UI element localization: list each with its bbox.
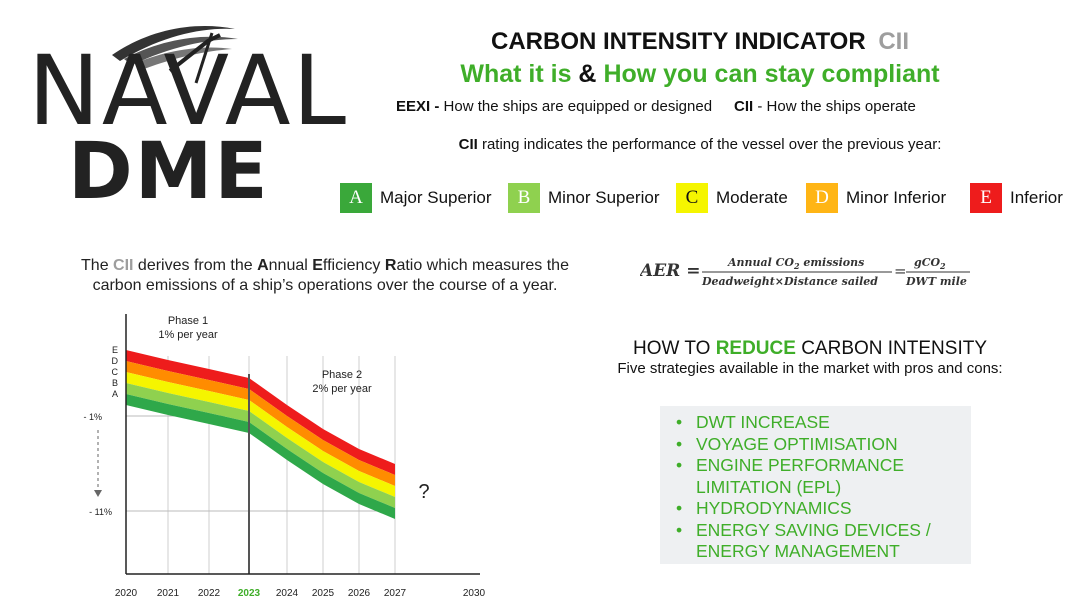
rating-legend: A Major Superior B Minor Superior C Mode… — [340, 182, 1080, 214]
rating-box-e: E — [970, 183, 1002, 213]
derive-text-3: nnual — [268, 257, 313, 274]
rating-item-e: E Inferior — [970, 182, 1063, 214]
formula-denominator: Deadweight×Distance sailed — [701, 275, 878, 288]
eexi-term: EEXI - — [396, 98, 440, 115]
reduce-title-1: HOW TO — [632, 338, 716, 359]
page-subtitle: What it is & How you can stay compliant — [340, 60, 1060, 89]
derive-line-2: carbon emissions of a ship’s operations … — [92, 277, 558, 294]
derive-r: R — [384, 257, 397, 274]
rating-box-c: C — [676, 183, 708, 213]
derive-cii: CII — [113, 257, 134, 274]
formula-equals: = — [894, 262, 907, 280]
cii-derivation-text: The CII derives from the Annual Efficien… — [40, 256, 610, 296]
band-letter-a: A — [112, 389, 118, 399]
derive-a: A — [257, 257, 269, 274]
band-e — [126, 350, 395, 475]
rating-item-d: D Minor Inferior — [806, 182, 946, 214]
derive-text-1: The — [81, 257, 114, 274]
reduce-subtitle: Five strategies available in the market … — [617, 360, 1003, 377]
y-tick-label: - 1% — [83, 412, 102, 422]
x-tick-label: 2025 — [312, 588, 335, 599]
phase2-rate: 2% per year — [312, 383, 372, 395]
rating-box-b: B — [508, 183, 540, 213]
x-tick-label: 2024 — [276, 588, 299, 599]
y-tick-label: - 11% — [89, 507, 112, 517]
subtitle-part-2: How you can stay compliant — [603, 60, 940, 88]
x-tick-label: 2022 — [198, 588, 221, 599]
band-b — [126, 383, 395, 508]
subtitle-amp: & — [578, 60, 597, 88]
derive-text-5: atio which measures the — [396, 257, 569, 274]
formula-numerator: Annual CO2 emissions — [727, 256, 864, 271]
band-letter-c: C — [112, 367, 119, 377]
reduce-title-2: CARBON INTENSITY — [795, 338, 987, 359]
definitions-line: EEXI - How the ships are equipped or des… — [396, 98, 916, 115]
x-tick-label: 2027 — [384, 588, 407, 599]
x-tick-label: 2023 — [238, 588, 261, 599]
rating-desc: rating indicates the performance of the … — [477, 136, 942, 153]
formula-lhs: AER = — [640, 261, 700, 281]
x-tick-label: 2021 — [157, 588, 180, 599]
page-title: CARBON INTENSITY INDICATOR CII — [340, 28, 1060, 56]
phase1-rate: 1% per year — [158, 329, 218, 341]
band-a — [126, 394, 395, 519]
rating-term: CII — [458, 136, 478, 153]
phase1-title: Phase 1 — [168, 315, 208, 327]
list-item: HYDRODYNAMICS — [670, 498, 963, 520]
rating-item-a: A Major Superior — [340, 182, 492, 214]
reduce-title-green: REDUCE — [715, 338, 796, 359]
rating-box-d: D — [806, 183, 838, 213]
rating-label-c: Moderate — [716, 188, 788, 207]
derive-text-2: derives from the — [133, 257, 258, 274]
eexi-desc: How the ships are equipped or designed — [439, 98, 713, 115]
strategies-box: DWT INCREASE VOYAGE OPTIMISATION ENGINE … — [660, 406, 971, 564]
band-letter-b: B — [112, 378, 118, 388]
strategies-list: DWT INCREASE VOYAGE OPTIMISATION ENGINE … — [670, 412, 963, 563]
phase2-title: Phase 2 — [322, 369, 362, 381]
logo-text-naval: NAVAL — [28, 35, 349, 147]
aer-formula: AER = Annual CO2 emissions Deadweight×Di… — [638, 252, 980, 292]
derive-e: E — [312, 257, 323, 274]
cii-desc: - How the ships operate — [753, 98, 916, 115]
logo: NAVAL DME — [20, 15, 346, 217]
reduce-title: HOW TO REDUCE CARBON INTENSITY — [560, 338, 1060, 360]
rating-box-a: A — [340, 183, 372, 213]
band-c — [126, 372, 395, 497]
x-tick-label: 2026 — [348, 588, 371, 599]
band-d — [126, 361, 395, 486]
ship-wave-icon — [112, 26, 238, 84]
band-letter-e: E — [112, 345, 118, 355]
derive-text-4: fficiency — [322, 257, 385, 274]
rating-label-a: Major Superior — [380, 188, 492, 207]
rating-label-e: Inferior — [1010, 188, 1063, 207]
list-item: DWT INCREASE — [670, 412, 963, 434]
list-item: ENGINE PERFORMANCE LIMITATION (EPL) — [670, 455, 963, 498]
rating-label-d: Minor Inferior — [846, 188, 947, 207]
logo-text-dme: DME — [68, 127, 270, 217]
x-tick-label: 2030 — [463, 588, 486, 599]
formula-ratio-denominator: DWT mile — [905, 275, 967, 288]
down-arrow-icon — [94, 490, 102, 497]
subtitle-part-1: What it is — [460, 60, 572, 88]
formula-ratio-numerator: gCO2 — [914, 256, 946, 271]
rating-item-b: B Minor Superior — [508, 182, 660, 214]
list-item: ENERGY SAVING DEVICES / ENERGY MANAGEMEN… — [670, 520, 963, 563]
x-tick-label: 2020 — [115, 588, 138, 599]
cii-term: CII — [734, 98, 754, 115]
band-letter-d: D — [112, 356, 119, 366]
title-abbr: CII — [878, 28, 910, 55]
rating-label-b: Minor Superior — [548, 188, 660, 207]
rating-note: CII rating indicates the performance of … — [340, 136, 1060, 153]
title-text: CARBON INTENSITY INDICATOR — [490, 28, 866, 55]
list-item: VOYAGE OPTIMISATION — [670, 434, 963, 456]
rating-item-c: C Moderate — [676, 182, 788, 214]
unknown-question-mark: ? — [418, 481, 429, 503]
